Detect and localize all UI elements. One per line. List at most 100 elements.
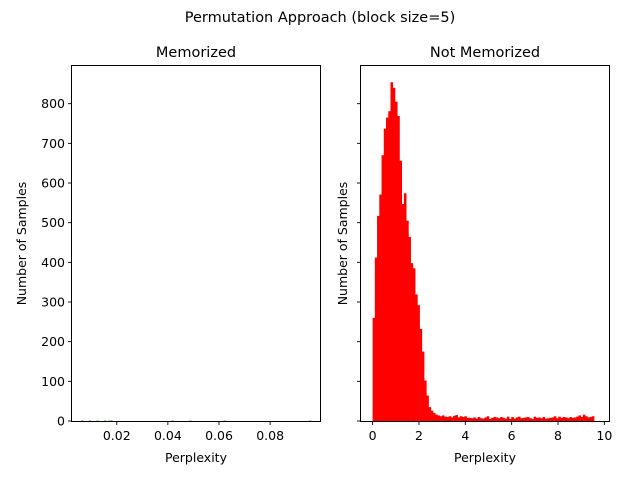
y-tick-label: 0 [57, 414, 65, 429]
histogram-bar [430, 410, 434, 421]
histogram-bar [582, 414, 586, 421]
histogram-bar [477, 417, 481, 421]
histogram-bar [585, 416, 588, 421]
histogram-bar [401, 204, 405, 421]
histogram-bar [419, 328, 423, 421]
histogram-bar [549, 417, 552, 421]
histogram-bar [479, 418, 483, 421]
histogram-bar [397, 115, 400, 421]
histogram-bar [520, 418, 523, 421]
chart-panel-memorized: Memorized Number of Samples Perplexity 0… [14, 45, 321, 465]
histogram-bar [560, 417, 564, 421]
x-axis-label: Perplexity [454, 450, 517, 465]
histogram-bar [390, 82, 394, 421]
histogram-bar [526, 417, 530, 421]
histogram-bar [462, 417, 465, 421]
histogram-bar [589, 417, 593, 421]
histogram-bar [531, 419, 534, 421]
histogram-bar [437, 415, 441, 421]
histogram-bar [509, 419, 512, 421]
axis-ticks: 0.02 0.04 0.06 0.08 0 100 200 300 400 500 600 700 80… [41, 96, 284, 443]
histogram-bar [522, 417, 526, 421]
y-tick-label: 300 [41, 295, 65, 310]
histogram-bar [544, 418, 548, 421]
histogram-bar [466, 417, 470, 421]
histogram-bar [555, 418, 559, 421]
figure-title: Permutation Approach (block size=5) [185, 10, 456, 26]
histogram-bar [538, 417, 541, 421]
histogram-bar [515, 417, 519, 421]
histogram-bar [564, 417, 568, 421]
histogram-bar [517, 416, 521, 421]
histogram-bar [488, 419, 492, 421]
histogram-bar [459, 416, 463, 421]
histogram-bar [484, 417, 488, 421]
histogram-bar [486, 416, 490, 421]
histogram-bar [533, 416, 537, 421]
histogram-bar [502, 417, 505, 421]
histogram-bar [379, 194, 382, 421]
y-tick-label: 500 [41, 215, 65, 230]
histogram-bar [410, 263, 414, 421]
y-tick-label: 400 [41, 255, 65, 270]
histogram-bar [551, 417, 555, 421]
histogram-bar [567, 418, 570, 421]
histogram-bar [374, 257, 378, 421]
histogram-bar [547, 418, 550, 421]
histogram-bar [513, 418, 517, 421]
y-tick-label: 100 [41, 374, 65, 389]
histogram-bar [591, 416, 595, 421]
histogram-bar [542, 417, 546, 421]
histogram-bar [464, 416, 467, 421]
x-tick-label: 0.08 [256, 428, 284, 443]
histogram-bar [406, 220, 409, 421]
histogram-bar [580, 417, 584, 421]
x-tick-label: 6 [508, 428, 516, 443]
histogram-bar [381, 155, 385, 421]
histogram-bar [372, 317, 376, 421]
histogram-bar [471, 418, 474, 421]
x-tick-label: 8 [554, 428, 562, 443]
histogram-bar [392, 87, 396, 421]
histogram-bar [446, 417, 449, 421]
x-tick-label: 0.04 [154, 428, 182, 443]
histogram-bar [417, 305, 420, 421]
histogram-bar [524, 417, 528, 421]
histogram-bar [432, 413, 436, 421]
histogram-bar [450, 417, 454, 421]
histogram-bar [571, 417, 575, 421]
histogram-bar [562, 417, 566, 421]
plot-frame [360, 65, 610, 422]
histogram-bar [388, 111, 391, 421]
y-axis-label: Number of Samples [14, 182, 29, 306]
histogram-bar [412, 268, 416, 421]
histogram-bar [500, 417, 503, 421]
histogram-bar [386, 117, 389, 421]
histogram-bars [372, 82, 595, 422]
histogram-bar [444, 416, 447, 421]
histogram-bar [408, 236, 411, 421]
chart-title: Not Memorized [430, 45, 540, 61]
histogram-bar [455, 415, 458, 421]
histogram-bar [576, 416, 579, 421]
y-tick-label: 600 [41, 176, 65, 191]
histogram-bar [540, 418, 543, 421]
y-tick-label: 200 [41, 334, 65, 349]
histogram-bar [394, 101, 398, 421]
x-axis-label: Perplexity [165, 450, 228, 465]
histogram-bar [587, 417, 590, 421]
histogram-bar [399, 160, 403, 422]
histogram-bar [457, 417, 461, 421]
x-tick-label: 10 [596, 428, 612, 443]
histogram-bar [426, 395, 429, 421]
histogram-bar [553, 416, 557, 421]
histogram-bar [435, 414, 438, 421]
histogram-bar [441, 415, 445, 421]
histogram-bar [511, 417, 514, 421]
histogram-bar [468, 417, 472, 421]
histogram-bar [506, 416, 510, 421]
y-tick-label: 700 [41, 136, 65, 151]
histogram-bar [473, 417, 476, 421]
histogram-bar [529, 418, 532, 421]
